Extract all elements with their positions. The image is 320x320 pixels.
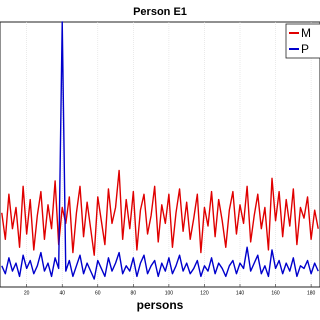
x-axis-label: persons bbox=[137, 298, 184, 312]
x-tick-label: 160 bbox=[271, 290, 280, 296]
x-tick-label: 20 bbox=[24, 290, 30, 296]
series-line bbox=[1, 169, 319, 256]
x-tick-label: 140 bbox=[236, 290, 245, 296]
series-line bbox=[1, 21, 319, 280]
legend-label: M bbox=[301, 26, 311, 40]
x-tick-label: 100 bbox=[165, 290, 174, 296]
x-tick-label: 180 bbox=[307, 290, 316, 296]
legend-label: P bbox=[301, 42, 309, 56]
x-tick-label: 80 bbox=[131, 290, 137, 296]
chart-title: Person E1 bbox=[133, 6, 187, 18]
x-tick-label: 60 bbox=[95, 290, 101, 296]
legend-box bbox=[285, 23, 320, 59]
x-tick-label: 120 bbox=[200, 290, 209, 296]
plot-area bbox=[0, 21, 320, 288]
x-tick-label: 40 bbox=[59, 290, 65, 296]
